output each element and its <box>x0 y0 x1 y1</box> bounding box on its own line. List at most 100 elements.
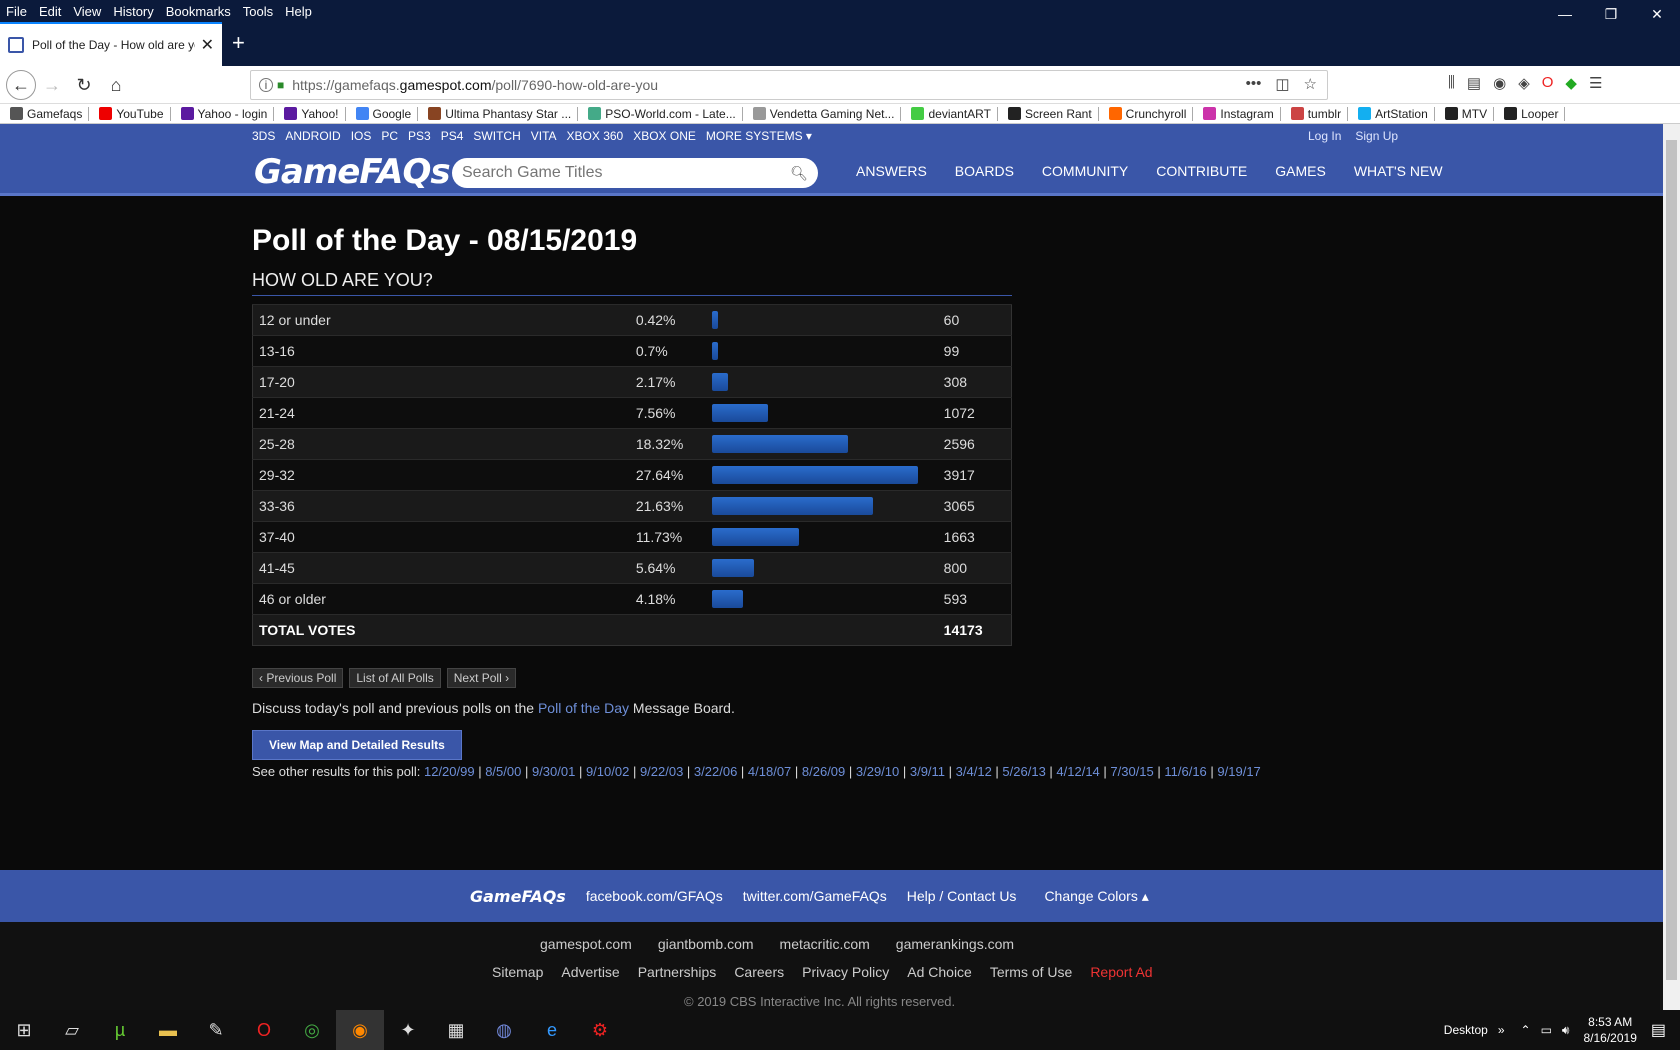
system-link[interactable]: XBOX 360 <box>566 129 624 143</box>
result-date-link[interactable]: 3/22/06 <box>693 764 738 779</box>
file-explorer-icon[interactable]: ▬ <box>159 1019 177 1040</box>
system-link[interactable]: PC <box>381 129 399 143</box>
menu-item-file[interactable]: File <box>6 3 27 19</box>
result-date-link[interactable]: 3/9/11 <box>909 764 946 779</box>
footer-bottom-link[interactable]: Ad Choice <box>907 964 972 980</box>
result-date-link[interactable]: 9/19/17 <box>1217 764 1261 779</box>
footer-logo[interactable]: GameFAQs <box>470 886 566 906</box>
info-icon[interactable]: i <box>259 78 273 92</box>
result-date-link[interactable]: 8/26/09 <box>801 764 846 779</box>
network-site-link[interactable]: gamespot.com <box>540 936 632 952</box>
scrollbar[interactable] <box>1663 124 1680 1010</box>
login-link[interactable]: Log In <box>1308 129 1342 143</box>
bookmark-item[interactable]: MTV <box>1444 106 1495 121</box>
result-date-link[interactable]: 4/18/07 <box>747 764 792 779</box>
back-arrow-icon[interactable]: ← <box>6 70 36 100</box>
close-tab-icon[interactable]: ✕ <box>200 37 214 54</box>
footer-bottom-link[interactable]: Careers <box>734 964 785 980</box>
opera-taskbar-icon[interactable]: O <box>256 1019 271 1040</box>
menu-item-history[interactable]: History <box>113 3 154 19</box>
notifications-icon[interactable]: ▤ <box>1650 1022 1666 1039</box>
edge-icon[interactable]: e <box>546 1019 557 1040</box>
menu-item-tools[interactable]: Tools <box>242 3 274 19</box>
result-date-link[interactable]: 3/4/12 <box>955 764 992 779</box>
bookmark-item[interactable]: Crunchyroll <box>1108 106 1194 121</box>
search-input[interactable] <box>462 164 791 182</box>
url-bar[interactable]: i ■ https://gamefaqs. gamespot.com/poll/7… <box>250 70 1328 100</box>
result-date-link[interactable]: 7/30/15 <box>1110 764 1154 779</box>
sidebar-icon[interactable]: ▤ <box>1466 75 1482 92</box>
bookmark-star-icon[interactable]: ☆ <box>1303 76 1317 93</box>
chevron-right-icon[interactable]: » <box>1497 1023 1505 1037</box>
next-poll-button[interactable]: Next Poll › <box>446 668 517 688</box>
nav-games[interactable]: GAMES <box>1275 163 1326 179</box>
addon-icon[interactable]: ◆ <box>1565 75 1577 92</box>
system-link[interactable]: PS3 <box>408 129 431 143</box>
firefox-icon[interactable]: ◉ <box>336 1010 384 1050</box>
chrome-icon[interactable]: ◎ <box>304 1019 320 1040</box>
paint-icon[interactable]: ✎ <box>208 1019 224 1040</box>
bookmark-item[interactable]: Instagram <box>1203 106 1281 121</box>
footer-bottom-link[interactable]: Privacy Policy <box>802 964 890 980</box>
bookmark-item[interactable]: deviantART <box>911 106 998 121</box>
footer-link[interactable]: Help / Contact Us <box>906 888 1017 904</box>
volume-icon[interactable]: 🔊︎ <box>1561 1022 1570 1037</box>
desktop-toolbar[interactable]: Desktop <box>1443 1023 1488 1037</box>
menu-item-view[interactable]: View <box>73 3 102 19</box>
calculator-icon[interactable]: ▦ <box>447 1019 465 1040</box>
nav-boards[interactable]: BOARDS <box>954 163 1014 179</box>
result-date-link[interactable]: 8/5/00 <box>485 764 522 779</box>
app-icon[interactable]: ✦ <box>400 1019 416 1040</box>
bookmark-item[interactable]: PSO-World.com - Late... <box>588 106 743 121</box>
footer-bottom-link[interactable]: Advertise <box>561 964 620 980</box>
previous-poll-button[interactable]: ‹ Previous Poll <box>252 668 344 688</box>
menu-item-bookmarks[interactable]: Bookmarks <box>165 3 231 19</box>
system-link[interactable]: IOS <box>350 129 372 143</box>
system-link[interactable]: ANDROID <box>285 129 341 143</box>
network-icon[interactable]: ▭ <box>1540 1023 1552 1037</box>
discord-icon[interactable]: ◍ <box>496 1019 512 1040</box>
restore-icon[interactable]: ❐ <box>1604 5 1618 22</box>
opera-icon[interactable]: O <box>1541 74 1554 91</box>
bookmark-item[interactable]: Gamefaqs <box>10 106 90 121</box>
result-date-link[interactable]: 5/26/13 <box>1002 764 1046 779</box>
bookmark-item[interactable]: ArtStation <box>1358 106 1435 121</box>
gamefaqs-logo[interactable]: GameFAQs <box>254 152 451 192</box>
reload-icon[interactable]: ↻ <box>76 74 92 95</box>
pocket-icon[interactable]: ◫ <box>1275 76 1290 93</box>
system-link[interactable]: SWITCH <box>473 129 521 143</box>
bookmark-item[interactable]: tumblr <box>1290 106 1349 121</box>
scrollbar-thumb[interactable] <box>1666 140 1677 980</box>
page-actions-icon[interactable]: ••• <box>1245 75 1262 92</box>
new-tab-icon[interactable]: + <box>232 30 245 55</box>
bookmark-item[interactable]: Looper <box>1504 106 1566 121</box>
menu-item-help[interactable]: Help <box>285 3 312 19</box>
footer-link[interactable]: twitter.com/GameFAQs <box>742 888 887 904</box>
browser-tab[interactable]: Poll of the Day - How old are you? ✕ <box>0 22 222 66</box>
view-map-button[interactable]: View Map and Detailed Results <box>252 730 462 760</box>
result-date-link[interactable]: 9/30/01 <box>531 764 576 779</box>
bookmark-item[interactable]: Google <box>355 106 419 121</box>
minimize-icon[interactable]: — <box>1558 6 1572 22</box>
result-date-link[interactable]: 9/22/03 <box>639 764 684 779</box>
windows-start-icon[interactable]: ⊞ <box>16 1019 32 1040</box>
close-window-icon[interactable]: ✕ <box>1651 5 1663 22</box>
bookmark-item[interactable]: Vendetta Gaming Net... <box>752 106 902 121</box>
extension-icon[interactable]: ◈ <box>1518 75 1530 92</box>
tray-up-arrow-icon[interactable]: ⌃ <box>1520 1023 1531 1037</box>
report-ad-link[interactable]: Report Ad <box>1090 964 1153 980</box>
footer-link[interactable]: Change Colors ▴ <box>1044 887 1149 904</box>
library-icon[interactable]: ⫼ <box>1448 74 1455 91</box>
result-date-link[interactable]: 11/6/16 <box>1164 764 1207 779</box>
system-link[interactable]: XBOX ONE <box>633 129 696 143</box>
result-date-link[interactable]: 4/12/14 <box>1056 764 1100 779</box>
menu-item-edit[interactable]: Edit <box>38 3 62 19</box>
result-date-link[interactable]: 9/10/02 <box>585 764 630 779</box>
footer-bottom-link[interactable]: Sitemap <box>492 964 544 980</box>
footer-bottom-link[interactable]: Terms of Use <box>989 964 1073 980</box>
bookmark-item[interactable]: Yahoo - login <box>180 106 275 121</box>
account-icon[interactable]: ◉ <box>1493 75 1507 92</box>
network-site-link[interactable]: metacritic.com <box>779 936 870 952</box>
poll-board-link[interactable]: Poll of the Day <box>537 700 630 716</box>
system-link[interactable]: MORE SYSTEMS ▾ <box>705 129 812 143</box>
